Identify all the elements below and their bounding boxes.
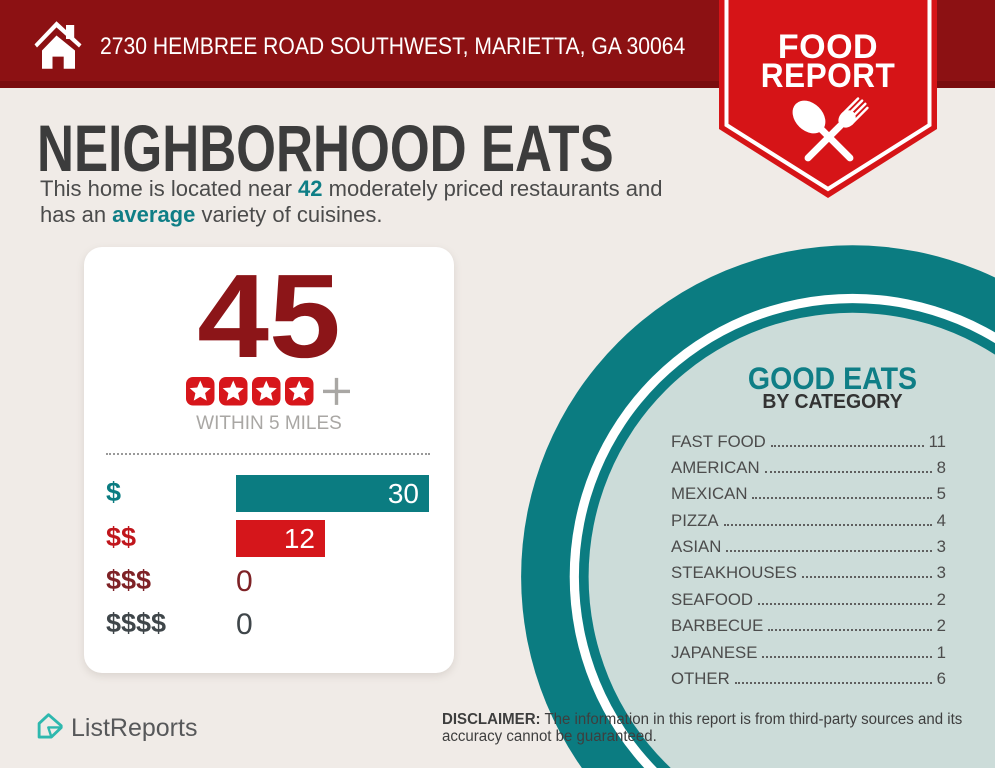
svg-text:FOOD: FOOD bbox=[778, 28, 878, 66]
svg-text:REPORT: REPORT bbox=[761, 56, 896, 94]
